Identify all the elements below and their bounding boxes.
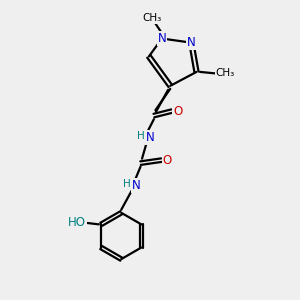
Text: N: N <box>158 32 166 45</box>
Text: H: H <box>137 131 144 141</box>
Text: CH₃: CH₃ <box>142 13 161 23</box>
Text: N: N <box>187 36 196 49</box>
Text: N: N <box>132 179 141 192</box>
Text: N: N <box>146 131 154 144</box>
Text: HO: HO <box>68 216 86 230</box>
Text: O: O <box>163 154 172 167</box>
Text: O: O <box>173 105 182 118</box>
Text: H: H <box>123 179 131 189</box>
Text: CH₃: CH₃ <box>216 68 235 78</box>
